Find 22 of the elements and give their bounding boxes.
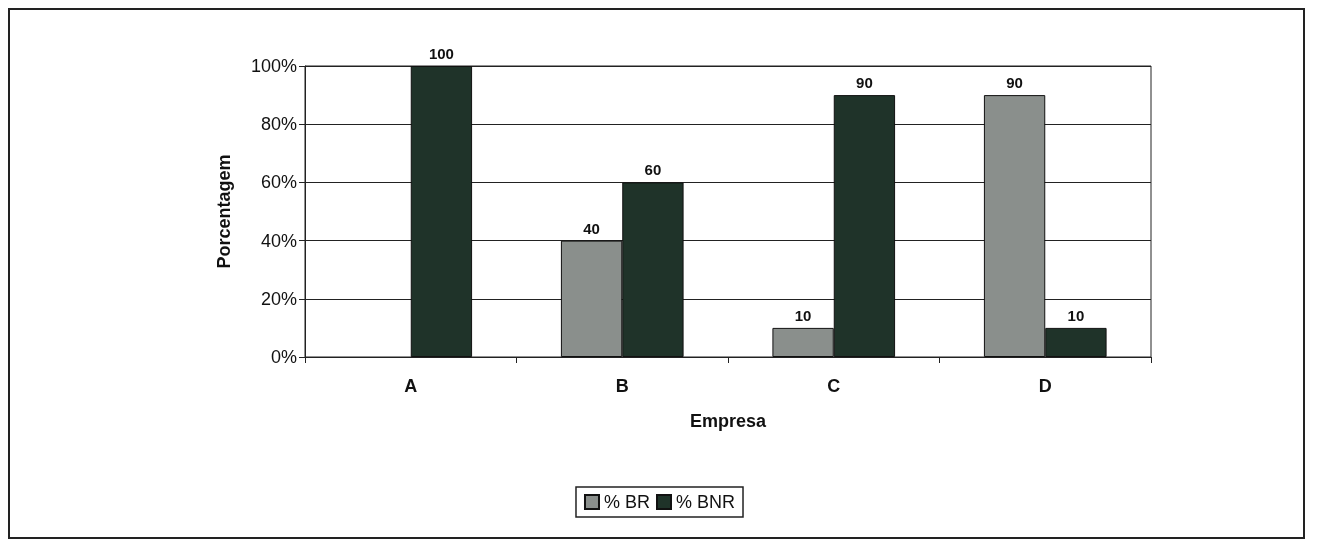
y-tick-label: 60%	[260, 172, 297, 193]
x-tick-label: C	[827, 376, 841, 396]
data-label: 10	[794, 306, 812, 324]
x-axis-title: Empresa	[689, 411, 768, 431]
legend-label: % BR	[603, 492, 651, 512]
data-label: 10	[1067, 306, 1085, 324]
y-tick-label: 20%	[260, 288, 297, 309]
y-tick-label: 40%	[260, 230, 297, 251]
data-label: 90	[1006, 74, 1023, 92]
y-tick-label: 100%	[250, 56, 297, 76]
y-axis-title: Porcentagem	[214, 154, 234, 269]
data-label: 100	[428, 45, 454, 62]
x-tick-label: D	[1038, 376, 1052, 396]
y-tick-label: 80%	[260, 114, 297, 135]
data-label: 40	[583, 219, 600, 237]
data-label: 90	[856, 74, 873, 92]
y-tick-label: 0%	[270, 347, 297, 367]
x-tick-label: B	[615, 376, 629, 396]
legend-label: % BNR	[676, 492, 736, 512]
data-label: 60	[644, 161, 662, 179]
x-tick-label: A	[404, 376, 418, 396]
bar	[410, 66, 473, 357]
